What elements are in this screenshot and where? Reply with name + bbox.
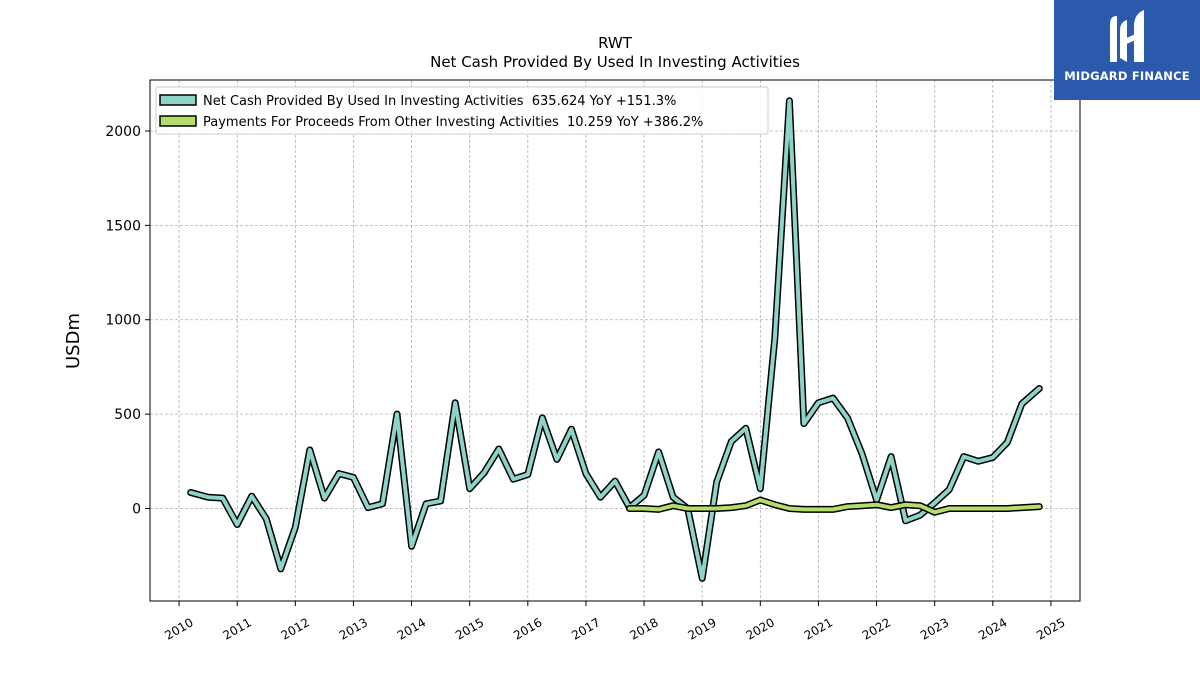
grid bbox=[150, 80, 1080, 601]
x-tick-label: 2024 bbox=[976, 615, 1009, 642]
series-2-line bbox=[627, 498, 1042, 515]
series-lines bbox=[187, 97, 1043, 582]
series-2 bbox=[626, 496, 1043, 516]
series-1 bbox=[187, 97, 1043, 582]
x-tick-label: 2016 bbox=[511, 615, 544, 642]
series-1-line bbox=[188, 98, 1042, 581]
y-tick-label: 1000 bbox=[105, 313, 141, 329]
x-tick-label: 2017 bbox=[569, 615, 602, 642]
legend-label-1: Net Cash Provided By Used In Investing A… bbox=[203, 94, 676, 109]
legend-box bbox=[155, 86, 769, 135]
x-tick-label: 2023 bbox=[918, 615, 951, 642]
x-tick-label: 2022 bbox=[860, 615, 893, 642]
brand-name: MIDGARD FINANCE bbox=[1064, 69, 1190, 83]
x-tick-label: 2012 bbox=[279, 615, 312, 642]
legend-label-2: Payments For Proceeds From Other Investi… bbox=[203, 115, 703, 130]
x-tick-label: 2021 bbox=[802, 615, 835, 642]
x-tick-label: 2010 bbox=[162, 615, 195, 642]
x-tick-label: 2011 bbox=[220, 615, 253, 642]
x-tick-label: 2014 bbox=[395, 615, 428, 642]
x-tick-label: 2015 bbox=[453, 615, 486, 642]
x-tick-label: 2018 bbox=[627, 615, 660, 642]
y-axis: 0 500 1000 1500 2000 bbox=[105, 124, 150, 518]
legend-swatch-2 bbox=[159, 115, 197, 127]
y-tick-label: 0 bbox=[132, 502, 141, 518]
y-tick-label: 2000 bbox=[105, 124, 141, 140]
x-tick-label: 2020 bbox=[744, 615, 777, 642]
legend: Net Cash Provided By Used In Investing A… bbox=[155, 86, 769, 135]
chart-title: RWT bbox=[598, 34, 633, 52]
y-axis-label: USDm bbox=[63, 313, 84, 369]
x-tick-label: 2025 bbox=[1034, 615, 1067, 642]
x-tick-label: 2013 bbox=[337, 615, 370, 642]
midgard-logo-icon bbox=[1110, 10, 1144, 62]
plot-frame bbox=[149, 79, 1081, 602]
y-tick-label: 1500 bbox=[105, 218, 141, 234]
y-tick-label: 500 bbox=[114, 407, 141, 423]
x-axis: 2010 2011 2012 2013 2014 2015 2016 2017 2018 2019… bbox=[162, 601, 1068, 643]
x-tick-label: 2019 bbox=[685, 615, 718, 642]
legend-swatch-1 bbox=[159, 94, 197, 106]
chart-subtitle: Net Cash Provided By Used In Investing A… bbox=[430, 53, 800, 71]
brand-logo: MIDGARD FINANCE bbox=[1054, 0, 1200, 100]
